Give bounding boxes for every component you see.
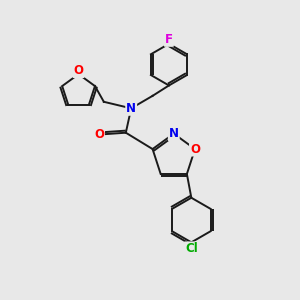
- Text: Cl: Cl: [185, 242, 198, 255]
- Text: O: O: [74, 64, 84, 77]
- Text: N: N: [126, 102, 136, 115]
- Text: O: O: [190, 142, 200, 156]
- Text: N: N: [169, 127, 179, 140]
- Text: F: F: [165, 33, 173, 46]
- Text: O: O: [94, 128, 104, 141]
